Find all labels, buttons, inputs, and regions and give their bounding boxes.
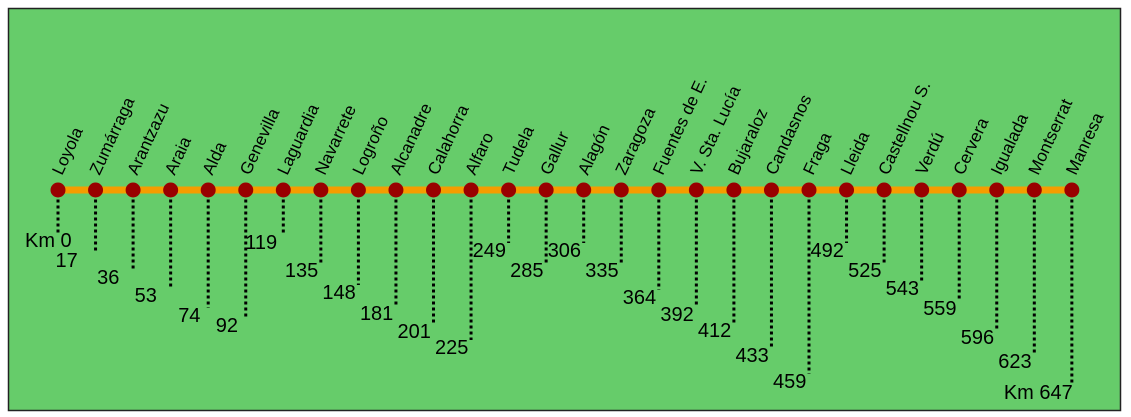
- background: [7, 7, 1122, 412]
- km-label: 285: [510, 260, 543, 282]
- station-stop: [463, 182, 479, 198]
- km-label: Km 0: [25, 230, 72, 252]
- km-label: 306: [548, 240, 581, 262]
- km-label: 181: [360, 303, 393, 325]
- station-stop: [163, 182, 179, 198]
- km-label: 119: [245, 232, 277, 254]
- station-stop: [1026, 182, 1042, 198]
- station-stop: [275, 182, 291, 198]
- station-stop: [350, 182, 366, 198]
- station-stop: [1064, 182, 1080, 198]
- station-stop: [388, 182, 404, 198]
- km-label: 201: [398, 321, 431, 343]
- station-stop: [914, 182, 930, 198]
- station-stop: [726, 182, 742, 198]
- km-label: 433: [735, 345, 768, 367]
- km-label: 249: [473, 240, 506, 262]
- station-stop: [238, 182, 254, 198]
- km-label: 53: [135, 285, 157, 307]
- km-label: Km 647: [1004, 382, 1073, 404]
- km-connectors: [56, 199, 1074, 385]
- km-label: 36: [97, 267, 119, 289]
- km-label: 596: [961, 327, 994, 349]
- station-stop: [876, 182, 892, 198]
- station-stop: [200, 182, 216, 198]
- station-stop: [801, 182, 817, 198]
- km-label: 623: [998, 351, 1031, 373]
- station-stop: [88, 182, 104, 198]
- km-label: 17: [56, 250, 78, 272]
- station-stop: [688, 182, 704, 198]
- station-stop: [576, 182, 592, 198]
- km-label: 225: [435, 337, 468, 359]
- km-label: 459: [773, 371, 806, 393]
- station-stop: [538, 182, 554, 198]
- station-stop: [613, 182, 629, 198]
- station-stop: [125, 182, 141, 198]
- station-stop: [50, 182, 66, 198]
- km-label: 135: [285, 260, 318, 282]
- station-stop: [951, 182, 967, 198]
- km-label: 492: [811, 240, 844, 262]
- km-label: 74: [178, 305, 200, 327]
- station-stops: [50, 182, 1080, 198]
- km-label: 559: [923, 298, 956, 320]
- station-stop: [501, 182, 517, 198]
- station-stop: [313, 182, 329, 198]
- km-label: 92: [216, 315, 238, 337]
- station-stop: [763, 182, 779, 198]
- station-stop: [839, 182, 855, 198]
- km-label: 392: [660, 304, 693, 326]
- station-stop: [651, 182, 667, 198]
- km-label: 148: [322, 282, 355, 304]
- km-label: 364: [623, 287, 656, 309]
- km-label: 335: [585, 260, 618, 282]
- station-stop: [426, 182, 441, 198]
- km-label: 525: [848, 260, 881, 282]
- station-stop: [989, 182, 1005, 198]
- km-label: 543: [886, 278, 919, 300]
- km-label: 412: [698, 320, 731, 342]
